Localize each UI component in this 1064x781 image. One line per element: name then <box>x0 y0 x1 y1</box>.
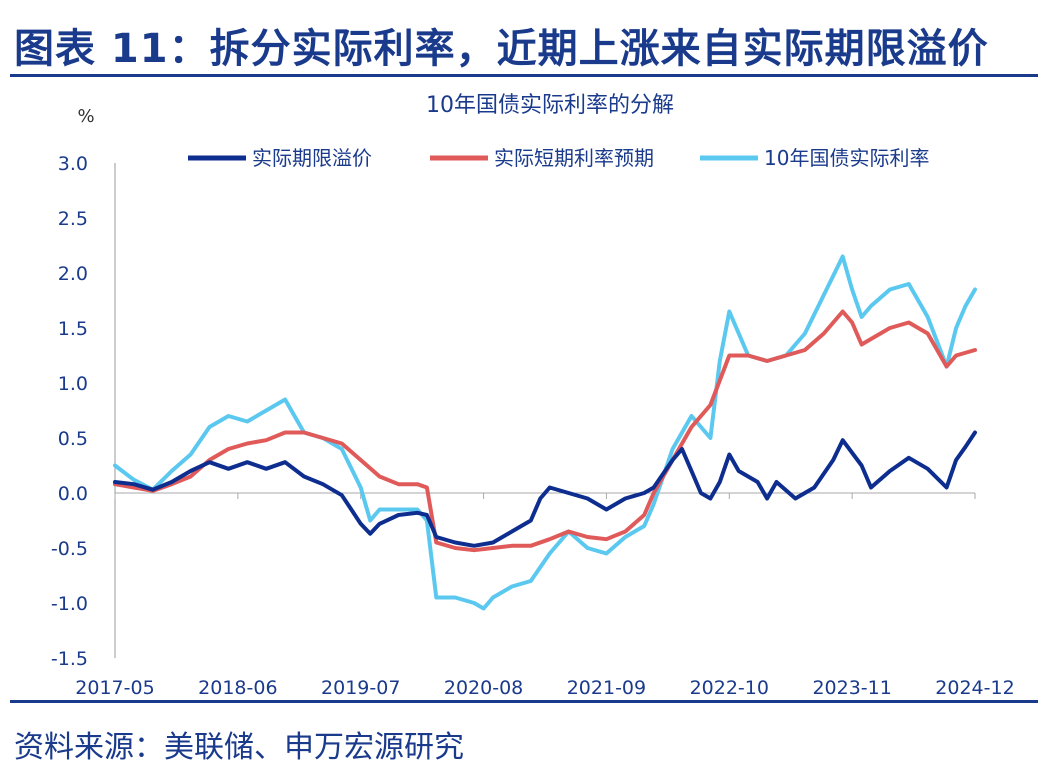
legend: 实际期限溢价 实际短期利率预期 10年国债实际利率 <box>188 146 929 170</box>
series-line-3 <box>113 254 977 611</box>
y-tick-label: -1.0 <box>51 593 88 615</box>
legend-label-2: 实际短期利率预期 <box>494 146 654 170</box>
y-tick-label: 1.0 <box>58 373 88 395</box>
y-tick-label: 2.5 <box>58 208 88 230</box>
y-tick-label: -1.5 <box>51 648 88 670</box>
figure-title: 图表 11：拆分实际利率，近期上涨来自实际期限溢价 <box>14 26 989 72</box>
x-tick-label: 2017-05 <box>75 677 154 699</box>
y-tick-label: 0.5 <box>58 428 88 450</box>
x-tick-label: 2023-11 <box>812 677 891 699</box>
legend-label-3: 10年国债实际利率 <box>764 146 929 170</box>
bottom-divider <box>10 700 1038 703</box>
y-axis-unit-label: % <box>77 106 94 127</box>
y-tick-label: 1.5 <box>58 318 88 340</box>
source-note: 资料来源：美联储、申万宏源研究 <box>14 730 464 765</box>
y-axis: 3.0 2.5 2.0 1.5 1.0 0.5 0.0 -0.5 -1.0 -1.5 <box>51 153 116 670</box>
x-axis: 2017-05 2018-06 2019-07 2020-08 2021-09 2022-… <box>75 492 1015 699</box>
x-tick-label: 2019-07 <box>321 677 400 699</box>
y-tick-label: 2.0 <box>58 263 88 285</box>
legend-label-1: 实际期限溢价 <box>252 146 372 170</box>
x-tick-label: 2020-08 <box>444 677 523 699</box>
top-divider <box>10 74 1038 77</box>
y-tick-label: 3.0 <box>58 153 88 175</box>
x-tick-label: 2018-06 <box>198 677 277 699</box>
y-tick-label: -0.5 <box>51 538 88 560</box>
x-tick-label: 2022-10 <box>690 677 769 699</box>
series-line-1 <box>113 430 977 548</box>
line-chart: 10年国债实际利率的分解 % 实际期限溢价 实际短期利率预期 10年国债实际利率 3… <box>51 93 1015 699</box>
y-tick-label: 0.0 <box>58 483 88 505</box>
chart-title: 10年国债实际利率的分解 <box>426 93 674 118</box>
series-line-2 <box>113 309 977 553</box>
plot-area <box>113 254 977 611</box>
x-tick-label: 2021-09 <box>567 677 646 699</box>
x-tick-label: 2024-12 <box>935 677 1014 699</box>
